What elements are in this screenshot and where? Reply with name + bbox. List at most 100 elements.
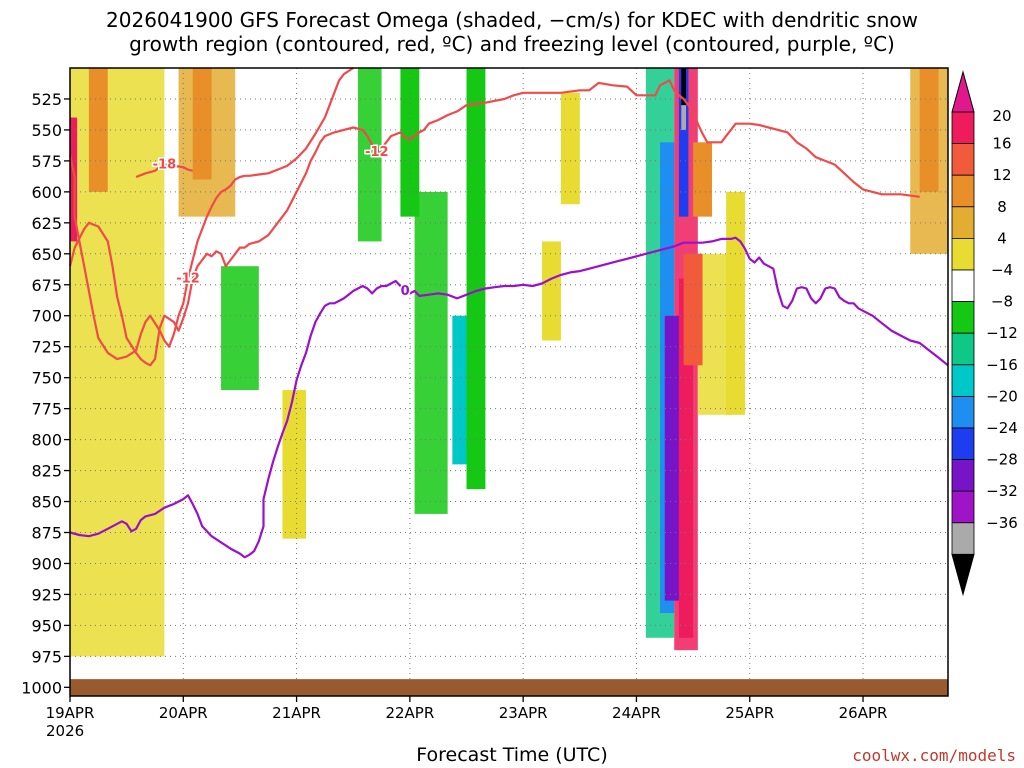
contour-labels: -12 -12 -18 0 xyxy=(151,144,411,301)
contour-line-0 xyxy=(68,79,920,367)
colorbar-swatch-6 xyxy=(951,301,975,334)
x-tick-label-2: 21APR xyxy=(272,704,321,722)
colorbar-swatch-3 xyxy=(951,206,975,239)
colorbar-swatch-1 xyxy=(951,143,975,176)
y-tick-label-5: 650 xyxy=(31,245,62,264)
colorbar-swatch-10 xyxy=(951,427,975,461)
colorbar-bottom-arrow xyxy=(951,553,975,597)
colorbar-label-3: 8 xyxy=(997,198,1007,216)
omega-detail-15 xyxy=(452,315,467,465)
omega-region-2 xyxy=(221,266,259,391)
colorbar-label-0: 20 xyxy=(992,107,1011,125)
colorbar-label-12: −32 xyxy=(986,482,1018,500)
x-tick-label-3: 22APR xyxy=(385,704,434,722)
y-tick-label-9: 750 xyxy=(31,369,62,388)
y-tick-label-2: 575 xyxy=(31,152,62,171)
y-axis-ticks: 525 550 575 600 625 650 675 700 725 750 775 800 825 8… xyxy=(21,90,70,697)
colorbar-label-5: −4 xyxy=(991,261,1013,279)
omega-detail-1 xyxy=(664,315,679,601)
colorbar-label-9: −20 xyxy=(986,387,1018,405)
contour-label-3: 0 xyxy=(401,284,410,299)
colorbar-swatch-0 xyxy=(951,111,975,145)
omega-detail-6 xyxy=(683,253,703,366)
colorbar-label-6: −8 xyxy=(991,293,1013,311)
colorbar-top-arrow xyxy=(951,70,975,113)
y-tick-label-4: 625 xyxy=(31,214,62,233)
x-axis-title: Forecast Time (UTC) xyxy=(416,744,608,766)
y-tick-label-11: 800 xyxy=(31,431,62,450)
y-tick-label-19: 1000 xyxy=(21,678,62,697)
omega-detail-9 xyxy=(88,68,108,192)
contour-line-3 xyxy=(69,236,949,559)
contour-line-2 xyxy=(135,163,193,179)
colorbar-swatch-13 xyxy=(951,522,975,555)
colorbar-label-10: −24 xyxy=(986,419,1018,437)
chart-title-line-1: 2026041900 GFS Forecast Omega (shaded, −… xyxy=(106,8,918,32)
y-tick-label-7: 700 xyxy=(31,307,62,326)
colorbar-label-7: −12 xyxy=(986,324,1018,342)
x-tick-label-1: 20APR xyxy=(159,704,208,722)
contour-series xyxy=(68,67,949,559)
credit-link[interactable]: coolwx.com/models xyxy=(852,746,1016,765)
terrain-fill xyxy=(70,679,948,696)
y-tick-label-13: 850 xyxy=(31,493,62,512)
omega-detail-14 xyxy=(466,68,486,490)
omega-region-0 xyxy=(70,68,165,657)
x-axis-year-label: 2026 xyxy=(46,722,85,740)
x-tick-label-4: 23APR xyxy=(499,704,548,722)
omega-detail-3 xyxy=(678,68,689,217)
omega-detail-8 xyxy=(70,117,78,242)
y-tick-label-18: 975 xyxy=(31,647,62,666)
y-tick-label-15: 900 xyxy=(31,554,62,573)
terrain-surface xyxy=(70,679,948,696)
x-tick-label-5: 24APR xyxy=(612,704,661,722)
omega-region-3 xyxy=(357,68,382,242)
x-tick-label-7: 26APR xyxy=(839,704,888,722)
omega-shading-layer xyxy=(70,68,948,657)
colorbar-swatch-4 xyxy=(951,237,975,271)
colorbar-label-13: −36 xyxy=(986,514,1018,532)
omega-detail-11 xyxy=(919,68,939,192)
colorbar-swatch-11 xyxy=(951,459,975,492)
colorbar-swatch-8 xyxy=(951,364,975,397)
y-tick-label-14: 875 xyxy=(31,523,62,542)
omega-detail-5 xyxy=(681,105,687,130)
y-tick-label-10: 775 xyxy=(31,400,62,419)
y-tick-label-1: 550 xyxy=(31,121,62,140)
omega-detail-2 xyxy=(678,278,694,638)
y-tick-label-8: 725 xyxy=(31,338,62,357)
x-axis-ticks: 19APR 20APR 21APR 22APR 23APR 24APR 25APR 26APR xyxy=(46,696,888,722)
omega-region-4 xyxy=(414,191,448,514)
plot-frame xyxy=(69,67,949,697)
colorbar-label-8: −16 xyxy=(986,356,1018,374)
omega-detail-10 xyxy=(192,68,212,180)
chart-title-line-2: growth region (contoured, red, ºC) and f… xyxy=(129,32,895,56)
y-tick-label-17: 950 xyxy=(31,616,62,635)
omega-region-7 xyxy=(697,253,731,415)
y-tick-label-12: 825 xyxy=(31,462,62,481)
x-tick-label-6: 25APR xyxy=(725,704,774,722)
omega-detail-12 xyxy=(282,390,307,539)
colorbar: 20 16 12 8 4 −4 −8 −12 −16 −20 −24 −28 −32 −36 xyxy=(951,70,1018,597)
colorbar-swatch-2 xyxy=(951,174,975,208)
omega-detail-17 xyxy=(542,241,561,341)
colorbar-label-2: 12 xyxy=(992,166,1011,184)
colorbar-swatch-9 xyxy=(951,395,975,429)
omega-detail-4 xyxy=(681,68,687,106)
x-tick-label-0: 19APR xyxy=(46,704,95,722)
contour-line-1 xyxy=(68,67,354,361)
omega-detail-7 xyxy=(693,142,712,217)
colorbar-swatch-12 xyxy=(951,490,975,524)
colorbar-label-1: 16 xyxy=(992,135,1011,153)
contour-label-2: -18 xyxy=(153,158,177,173)
omega-detail-13 xyxy=(400,68,420,217)
omega-detail-16 xyxy=(560,92,580,205)
contour-label-0: -12 xyxy=(365,145,389,160)
y-tick-label-3: 600 xyxy=(31,183,62,202)
y-tick-label-6: 675 xyxy=(31,276,62,295)
omega-detail-18 xyxy=(726,191,746,415)
y-tick-label-16: 925 xyxy=(31,585,62,604)
y-tick-label-0: 525 xyxy=(31,90,62,109)
contour-label-1: -12 xyxy=(176,272,200,287)
